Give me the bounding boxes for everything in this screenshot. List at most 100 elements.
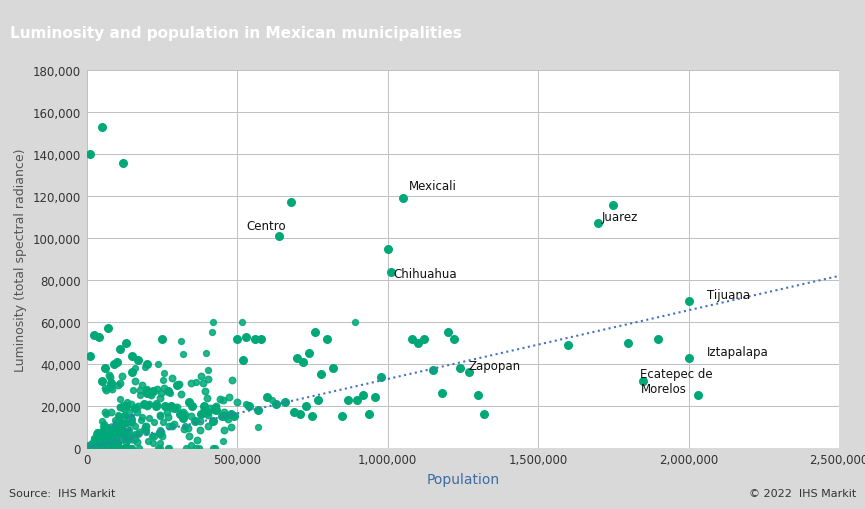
Point: [99, 437, 113, 445]
Point: [91, 441, 105, 449]
Point: [125, 434, 138, 442]
Point: [94, 435, 108, 443]
Point: [88, 442, 102, 450]
Point: [90, 439, 104, 447]
Point: [120, 435, 134, 443]
Point: [82, 442, 96, 450]
Point: [80, 443, 94, 451]
Point: [114, 418, 128, 427]
Point: [606, 201, 620, 209]
Point: [80, 444, 93, 452]
Point: [81, 443, 95, 451]
Point: [94, 430, 108, 438]
Point: [119, 444, 132, 452]
Point: [80, 443, 94, 451]
Point: [99, 410, 113, 418]
Point: [375, 373, 388, 381]
Point: [80, 443, 94, 451]
Point: [87, 444, 101, 452]
Point: [96, 433, 110, 441]
Point: [81, 443, 95, 451]
Point: [153, 394, 167, 403]
Point: [114, 418, 128, 427]
Point: [101, 432, 115, 440]
Point: [93, 432, 107, 440]
Point: [125, 417, 138, 425]
Point: [80, 444, 93, 452]
Point: [94, 438, 108, 446]
Point: [236, 356, 250, 364]
Point: [80, 443, 94, 451]
Point: [227, 412, 241, 420]
Point: [86, 440, 100, 448]
Point: [104, 431, 118, 439]
Point: [93, 435, 107, 443]
Point: [83, 441, 97, 449]
Point: [119, 439, 132, 447]
Point: [84, 440, 98, 448]
Point: [239, 333, 253, 341]
Point: [185, 402, 199, 410]
Point: [86, 440, 99, 448]
Point: [92, 441, 106, 449]
Point: [293, 410, 307, 418]
Point: [80, 443, 94, 451]
Point: [108, 425, 122, 433]
Point: [101, 430, 115, 438]
Point: [93, 440, 106, 448]
Point: [80, 443, 94, 451]
Point: [106, 385, 119, 393]
Point: [326, 364, 340, 373]
Point: [131, 444, 145, 452]
Point: [82, 443, 96, 451]
Point: [80, 444, 93, 452]
Point: [80, 443, 94, 451]
Point: [87, 441, 101, 449]
Point: [140, 385, 154, 393]
Point: [81, 443, 95, 451]
Point: [96, 439, 110, 447]
Point: [80, 443, 94, 451]
Point: [89, 430, 103, 438]
Point: [133, 386, 147, 394]
Point: [99, 438, 113, 446]
Point: [97, 427, 111, 435]
Point: [80, 443, 94, 451]
Point: [167, 420, 181, 428]
Point: [92, 437, 106, 445]
Point: [103, 429, 117, 437]
Point: [80, 443, 94, 451]
Point: [86, 441, 100, 449]
Point: [80, 444, 93, 452]
Point: [182, 398, 195, 406]
Point: [87, 439, 101, 447]
Point: [131, 428, 145, 436]
Point: [103, 444, 117, 452]
Point: [113, 403, 127, 411]
Point: [85, 441, 99, 449]
Point: [106, 427, 120, 435]
Point: [80, 443, 94, 451]
Point: [84, 441, 98, 449]
Point: [84, 441, 98, 449]
Point: [116, 404, 130, 412]
Point: [112, 431, 126, 439]
Point: [84, 441, 98, 449]
Point: [81, 442, 95, 450]
Point: [151, 360, 165, 369]
Point: [120, 412, 134, 420]
Point: [80, 443, 94, 451]
Point: [81, 443, 95, 451]
Point: [125, 412, 138, 420]
Point: [99, 429, 113, 437]
Point: [81, 443, 95, 451]
Point: [91, 430, 105, 438]
Point: [119, 428, 133, 436]
Point: [95, 432, 109, 440]
Point: [99, 436, 113, 444]
Point: [80, 443, 94, 451]
Point: [122, 444, 136, 452]
Text: Juarez: Juarez: [601, 211, 638, 224]
Point: [279, 398, 292, 406]
Point: [88, 441, 102, 449]
